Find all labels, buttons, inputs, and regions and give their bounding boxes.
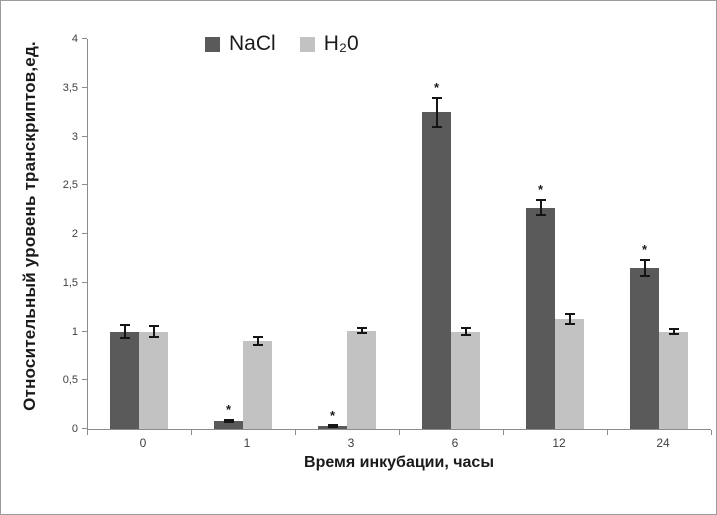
x-category-label: 1 <box>243 436 251 450</box>
legend-swatch-icon <box>205 36 220 52</box>
x-category-label: 0 <box>139 436 147 450</box>
x-category-label: 12 <box>552 436 566 450</box>
bar-h2o <box>451 331 480 429</box>
error-bar <box>223 419 234 424</box>
error-bar-line <box>360 328 363 333</box>
error-bar <box>535 198 546 217</box>
y-tick <box>82 428 87 429</box>
y-tick-label: 0,5 <box>62 374 78 387</box>
x-category-label: 6 <box>451 436 459 450</box>
y-tick-label: 2 <box>71 228 78 240</box>
legend-label: NaCl <box>229 32 276 55</box>
error-bar <box>252 336 263 347</box>
error-bar <box>148 324 159 339</box>
significance-asterisk: * <box>537 181 544 197</box>
bar-nacl <box>526 207 555 429</box>
y-tick <box>82 233 87 234</box>
y-tick-label: 3,5 <box>62 81 78 94</box>
significance-asterisk: * <box>641 242 648 258</box>
y-tick-label: 2,5 <box>62 179 78 192</box>
y-axis-title: Относительный уровень транскриптов,ед. <box>20 41 39 411</box>
legend-item-nacl: NaCl <box>205 32 276 56</box>
error-bar-line <box>152 326 155 337</box>
legend-label: H₂0 <box>323 32 359 55</box>
x-tick <box>399 430 400 435</box>
y-tick <box>82 135 87 137</box>
y-tick-label: 4 <box>71 33 78 45</box>
significance-asterisk: * <box>433 79 440 95</box>
x-axis-title: Время инкубации, часы <box>304 454 494 471</box>
error-bar-line <box>435 98 438 126</box>
bar-h2o <box>555 318 584 429</box>
error-bar <box>639 259 650 277</box>
y-tick <box>82 38 87 39</box>
x-axis-line <box>87 429 711 430</box>
error-bar <box>564 313 575 325</box>
y-axis-line <box>87 39 88 429</box>
error-bar <box>431 96 442 128</box>
error-bar <box>460 326 471 337</box>
error-bar-line <box>256 338 259 345</box>
error-bar <box>668 327 679 336</box>
x-tick <box>191 430 192 435</box>
y-tick <box>82 330 87 332</box>
bar-nacl <box>422 112 451 429</box>
x-tick <box>295 430 296 435</box>
error-bar-line <box>643 261 646 275</box>
plot-area: 0 0,5 1 1,5 2 2,5 3 3,5 4 0 1 * 3 * 6 * 12 * 24 * <box>63 33 712 450</box>
bar-nacl <box>214 421 243 429</box>
x-tick <box>607 430 608 435</box>
y-tick-label: 1 <box>71 325 78 338</box>
bar-h2o <box>139 331 168 429</box>
y-tick-label: 0 <box>71 423 78 435</box>
bar-h2o <box>347 330 376 429</box>
error-bar-line <box>539 200 542 215</box>
bar-nacl <box>110 331 139 429</box>
legend-item-h2o: H₂0 <box>299 32 359 56</box>
error-bar-line <box>672 329 675 334</box>
y-tick <box>82 86 87 88</box>
significance-asterisk: * <box>225 402 232 418</box>
x-tick <box>503 430 504 435</box>
y-tick <box>82 379 87 381</box>
y-tick <box>82 281 87 283</box>
error-bar-line <box>464 328 467 335</box>
significance-asterisk: * <box>329 407 336 423</box>
x-tick <box>711 430 712 435</box>
bar-h2o <box>243 341 272 429</box>
error-bar-line <box>123 325 126 338</box>
bar-nacl <box>630 268 659 429</box>
bar-h2o <box>659 331 688 429</box>
x-category-label: 3 <box>347 436 355 450</box>
legend-swatch-icon <box>299 36 315 52</box>
legend: NaCl H₂0 <box>205 32 359 56</box>
y-tick-label: 3 <box>71 130 78 143</box>
y-tick <box>82 184 87 186</box>
error-bar <box>356 326 367 335</box>
error-bar-line <box>568 315 571 323</box>
y-tick-label: 1,5 <box>62 276 78 289</box>
x-category-label: 24 <box>656 436 670 450</box>
error-bar <box>119 323 130 340</box>
x-tick <box>87 430 88 435</box>
error-bar <box>327 423 338 428</box>
